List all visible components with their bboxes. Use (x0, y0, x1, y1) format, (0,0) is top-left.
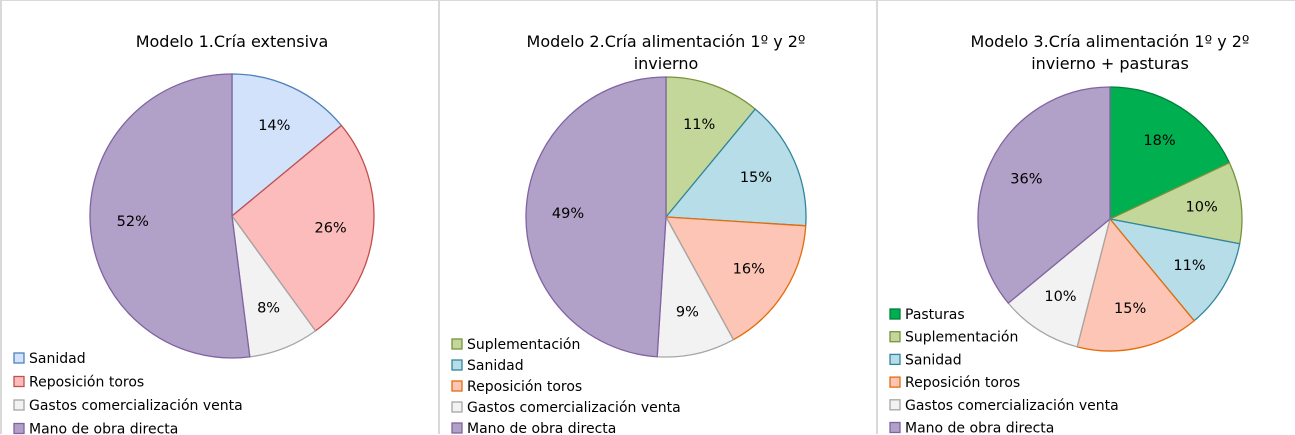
data-label: 49% (552, 206, 584, 222)
legend-label: Reposición toros (29, 375, 144, 391)
legend-swatch (14, 377, 24, 387)
legend-label: Gastos comercialización venta (905, 398, 1119, 414)
legend-swatch (452, 360, 462, 370)
legend-label: Pasturas (905, 307, 965, 323)
data-label: 18% (1143, 133, 1175, 149)
legend-label: Suplementación (905, 330, 1018, 346)
legend-swatch (452, 402, 462, 412)
chart-title: Modelo 2.Cría alimentación 1º y 2º invie… (516, 31, 816, 75)
legend-swatch (890, 400, 900, 410)
legend-swatch (890, 377, 900, 387)
data-label: 11% (683, 117, 715, 133)
legend-label: Gastos comercialización venta (467, 400, 681, 416)
legend-label: Reposición toros (467, 379, 582, 395)
legend-label: Reposición toros (905, 375, 1020, 391)
legend-swatch (452, 339, 462, 349)
data-label: 15% (1114, 301, 1146, 317)
legend-label: Mano de obra directa (467, 421, 616, 435)
legend-label: Sanidad (467, 358, 524, 374)
data-label: 10% (1186, 199, 1218, 215)
data-label: 36% (1010, 172, 1042, 188)
chart-panel: 14% 26% 8% 52% Sanidad Reposición toros Gastos… (0, 0, 438, 434)
data-label: 8% (257, 300, 280, 316)
data-label: 11% (1173, 258, 1205, 274)
data-label: 15% (740, 170, 772, 186)
legend-swatch (452, 381, 462, 391)
chart-title: Modelo 3.Cría alimentación 1º y 2º invie… (950, 31, 1270, 75)
pie-slice (90, 74, 250, 358)
legend-label: Mano de obra directa (29, 422, 178, 435)
legend-label: Mano de obra directa (905, 421, 1054, 435)
pie-slice (526, 77, 666, 357)
data-label: 9% (676, 305, 699, 321)
pie-chart: 14% 26% 8% 52% Sanidad Reposición toros Gastos… (2, 1, 440, 435)
legend-label: Sanidad (905, 352, 962, 368)
legend-swatch (890, 332, 900, 342)
chart-panel: 11% 15% 16% 9% 49% Suplementación Sanidad Repos… (438, 0, 876, 434)
chart-panel: 18% 10% 11% 15% 10% 36% Pasturas Suplementación… (876, 0, 1295, 434)
legend-label: Suplementación (467, 337, 580, 353)
data-label: 16% (733, 262, 765, 278)
legend-swatch (890, 309, 900, 319)
legend-swatch (452, 423, 462, 433)
legend-swatch (890, 423, 900, 433)
legend-swatch (14, 353, 24, 363)
legend-swatch (14, 424, 24, 434)
chart-title: Modelo 1.Cría extensiva (42, 31, 422, 53)
legend-label: Gastos comercialización venta (29, 398, 243, 414)
data-label: 10% (1044, 289, 1076, 305)
data-label: 26% (314, 220, 346, 236)
data-label: 14% (258, 118, 290, 134)
legend-swatch (14, 400, 24, 410)
legend-label: Sanidad (29, 351, 86, 367)
data-label: 52% (117, 214, 149, 230)
legend-swatch (890, 354, 900, 364)
